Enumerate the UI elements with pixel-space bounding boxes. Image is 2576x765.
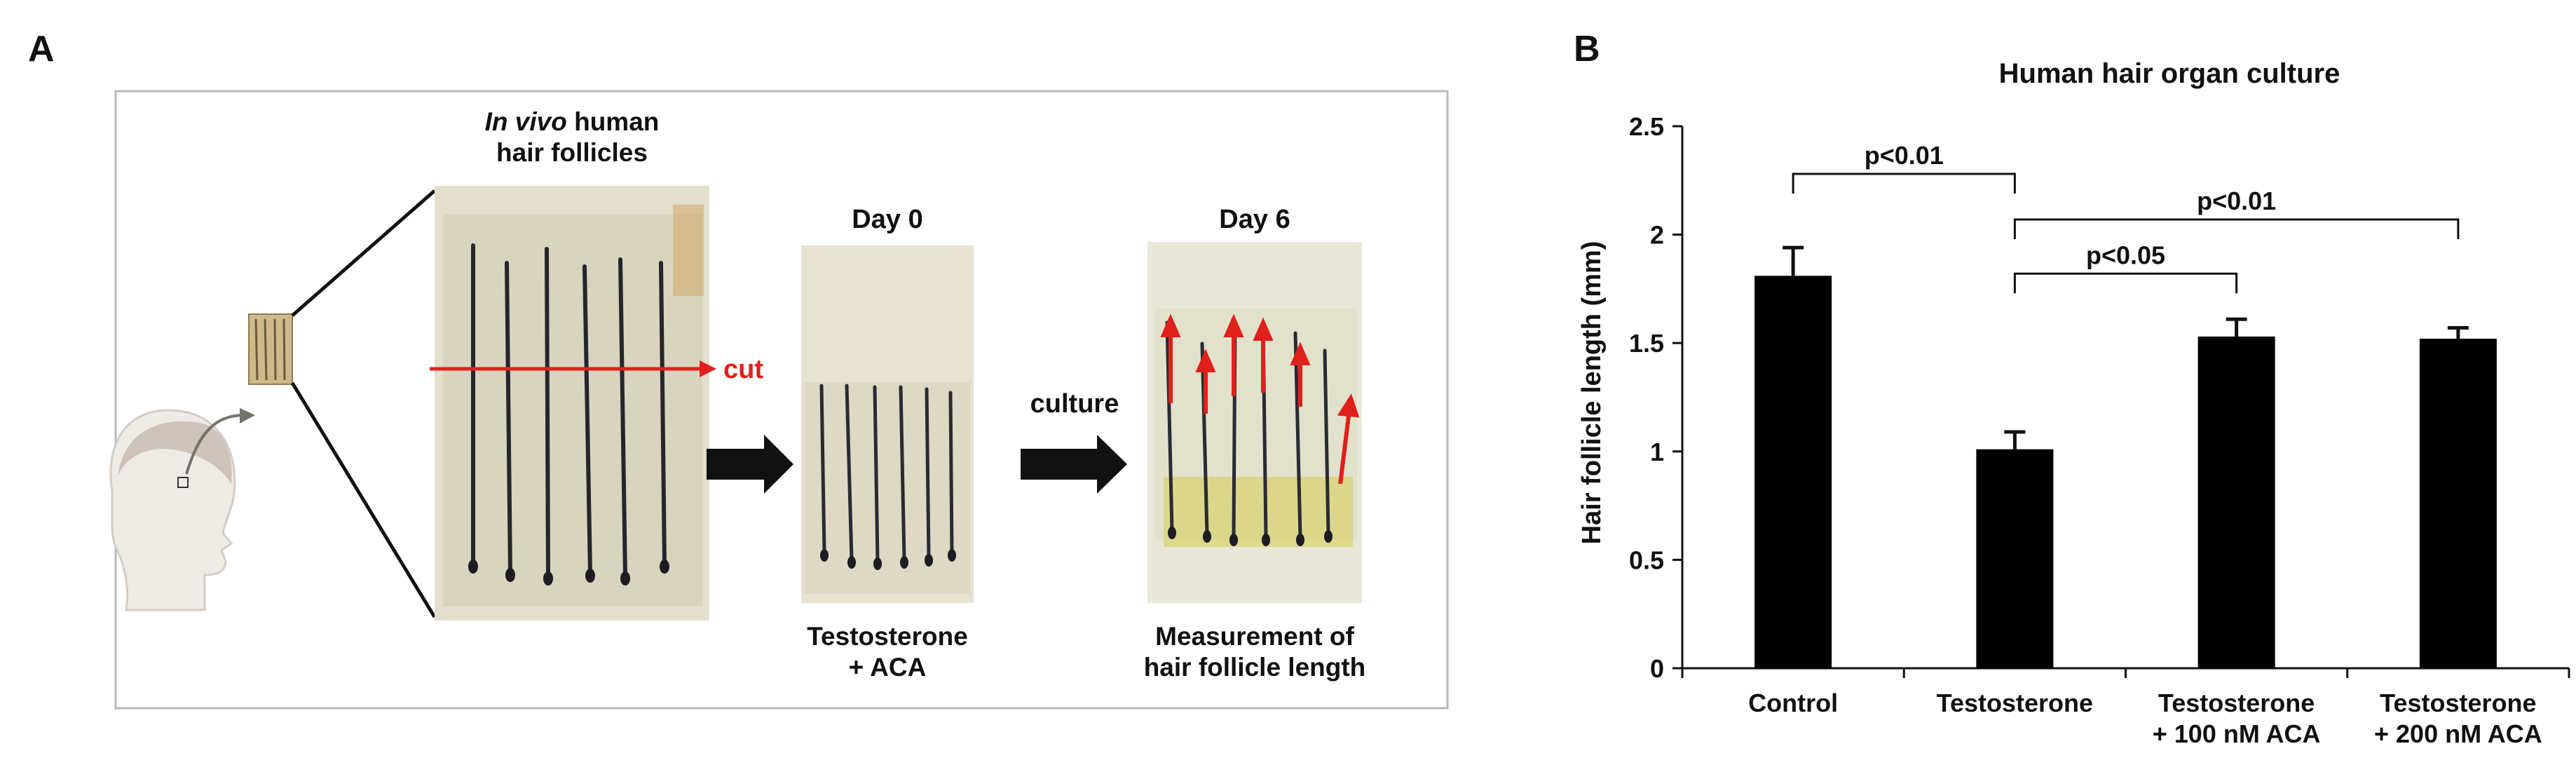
measurement-line2: hair follicle length [1143,653,1366,682]
category-label: Testosterone [2158,689,2315,717]
growth-arrows [1160,313,1360,485]
y-tick-label: 1 [1650,438,1664,466]
day6-follicles-photo [1147,242,1362,603]
category-label: Testosterone [1937,689,2093,717]
treatment-line1: Testosterone [807,622,968,651]
culture-label: culture [1030,389,1119,419]
invivo-title: In vivo human hair follicles [435,107,709,168]
invivo-title-italic: In vivo [484,107,567,136]
significance-label: p<0.05 [2086,241,2165,269]
significance-label: p<0.01 [1865,141,1944,170]
bar [2197,336,2275,668]
category-label: + 100 nM ACA [2153,719,2321,748]
y-tick-label: 2 [1650,221,1664,250]
chart-title: Human hair organ culture [1999,58,2340,89]
day6-label: Day 6 [1219,205,1290,234]
day0-label: Day 0 [852,205,923,234]
category-label: Testosterone [2380,689,2536,717]
y-tick-label: 2.5 [1629,112,1664,141]
panel-a-figure [109,90,1449,710]
process-arrow-2 [1021,435,1127,494]
y-tick-label: 0 [1650,654,1664,683]
y-tick-label: 0.5 [1629,546,1664,574]
y-axis-label: Hair follicle length (mm) [1577,241,1607,545]
invivo-title-line2: hair follicles [496,138,648,167]
bar [1976,449,2054,668]
category-label: + 200 nM ACA [2374,719,2542,748]
y-tick-label: 1.5 [1629,329,1664,358]
panel-a-letter: A [28,29,55,69]
invivo-follicles-photo [435,186,709,621]
bar [2419,339,2497,668]
category-label: Control [1748,689,1838,717]
invivo-title-rest: human [566,107,660,136]
panel-b-letter: B [1574,29,1600,69]
cut-arrow [430,360,716,377]
bar [1754,276,1832,668]
treatment-line2: + ACA [848,653,927,682]
bar-chart: Human hair organ culture Hair follicle l… [1577,58,2570,748]
day0-follicles-photo [801,245,974,603]
measurement-line1: Measurement of [1155,622,1354,651]
scalp-sample-icon [248,313,293,385]
process-arrow-1 [707,435,793,494]
cut-label: cut [723,355,763,384]
measurement-label: Measurement of hair follicle length [1115,621,1395,683]
significance-bracket [2013,218,2460,239]
significance-bracket [2013,272,2238,294]
treatment-label: Testosterone + ACA [801,621,974,683]
head-icon [109,408,255,611]
significance-bracket [1792,172,2016,194]
significance-label: p<0.01 [2197,187,2276,215]
